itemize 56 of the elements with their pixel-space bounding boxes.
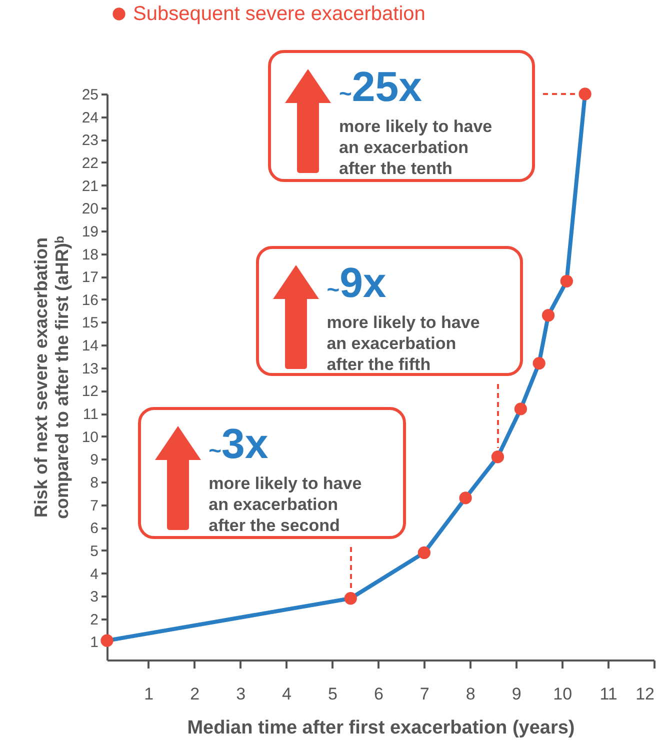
point bbox=[514, 402, 528, 416]
callout-box: ~25x more likely to have an exacerbation after the tenth bbox=[268, 50, 536, 182]
x-tick-label: 10 bbox=[553, 684, 572, 704]
x-tick-label: 7 bbox=[420, 684, 430, 704]
x-tick-label: 1 bbox=[144, 684, 154, 704]
y-tick-label: 17 bbox=[82, 269, 98, 286]
y-tick-label: 15 bbox=[82, 314, 98, 332]
y-tick-label: 6 bbox=[90, 520, 98, 538]
y-tick-label: 4 bbox=[90, 566, 98, 583]
y-tick-label: 13 bbox=[82, 360, 98, 378]
point bbox=[344, 592, 357, 605]
y-tick-label: 5 bbox=[90, 542, 98, 560]
x-tick-label: 5 bbox=[328, 684, 338, 704]
x-tick-label: 12 bbox=[636, 684, 654, 704]
y-tick-label: 2 bbox=[90, 611, 98, 628]
x-axis-title: Median time after first exacerbation (years) bbox=[187, 718, 575, 738]
y-tick-label: 3 bbox=[90, 588, 98, 606]
x-tick-label: 3 bbox=[236, 684, 246, 704]
point bbox=[418, 546, 430, 560]
y-tick-label: 24 bbox=[82, 109, 98, 126]
x-tick-label: 8 bbox=[466, 684, 476, 704]
point bbox=[491, 450, 504, 464]
point bbox=[459, 492, 472, 504]
y-tick-label: 25 bbox=[82, 86, 98, 104]
x-tick-label: 4 bbox=[282, 684, 292, 704]
y-tick-label: 20 bbox=[82, 200, 98, 218]
point bbox=[560, 274, 573, 288]
y-tick-label: 1 bbox=[90, 634, 98, 652]
y-axis-title: Risk of next severe exacerbation compared to after the first (aHR)ᵇ bbox=[30, 236, 72, 520]
x-tick-label: 2 bbox=[190, 684, 200, 704]
y-tick-label: 18 bbox=[82, 246, 98, 264]
y-tick-label: 14 bbox=[82, 338, 98, 355]
y-tick-label: 8 bbox=[90, 474, 98, 492]
point bbox=[532, 356, 546, 370]
x-tick-label: 11 bbox=[600, 684, 618, 704]
y-tick-label: 12 bbox=[82, 383, 98, 400]
callout-box: ~3x more likely to have an exacerbation after the second bbox=[138, 407, 406, 540]
y-tick-label: 16 bbox=[82, 292, 98, 309]
point bbox=[578, 88, 592, 100]
point bbox=[100, 634, 114, 647]
annotation: ~3x more likely to have an exacerbation after the second bbox=[208, 420, 363, 536]
y-tick-label: 11 bbox=[82, 406, 98, 424]
y-tick-label: 23 bbox=[82, 132, 98, 150]
y-tick-label: 19 bbox=[82, 223, 98, 240]
annotation: ~9x more likely to have an exacerbation after the fifth bbox=[326, 258, 481, 375]
y-tick-label: 21 bbox=[82, 178, 98, 195]
y-tick-label: 10 bbox=[82, 428, 98, 446]
x-tick-label: 9 bbox=[512, 684, 522, 704]
callout-box: ~9x more likely to have an exacerbation after the fifth bbox=[256, 246, 523, 376]
annotation: ~25x more likely to have an exacerbation after the tenth bbox=[339, 63, 494, 179]
y-tick-label: 9 bbox=[90, 452, 98, 469]
y-tick-label: 22 bbox=[82, 154, 98, 172]
y-tick-label: 7 bbox=[90, 497, 98, 514]
point bbox=[542, 309, 555, 322]
x-tick-label: 6 bbox=[374, 684, 384, 704]
legend-label: Subsequent severe exacerbation bbox=[133, 3, 426, 25]
